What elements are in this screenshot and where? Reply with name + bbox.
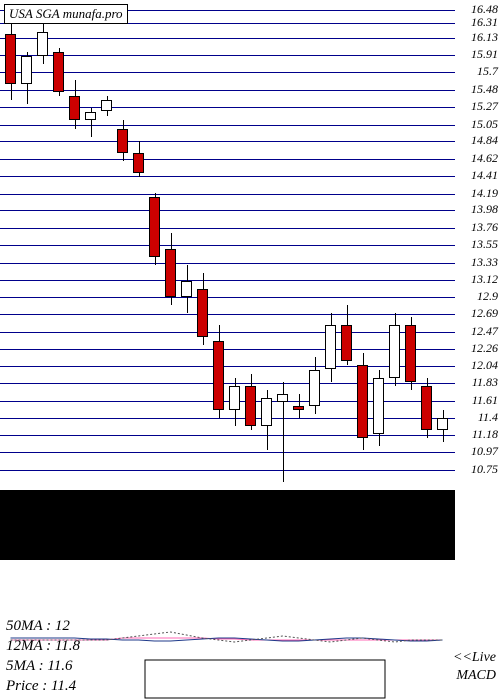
price-level-label: 15.91 (471, 47, 498, 62)
price-level-label: 16.31 (471, 15, 498, 30)
grid-line (0, 159, 455, 160)
candle-body (149, 197, 160, 257)
candle-body (53, 52, 64, 92)
candle-body (133, 153, 144, 173)
candle-body (229, 386, 240, 410)
grid-line (0, 72, 455, 73)
candlestick-chart: USA SGA munafa.pro 16.4816.3116.1315.911… (0, 0, 500, 490)
price-level-label: 15.05 (471, 117, 498, 132)
price-level-label: 12.9 (477, 289, 498, 304)
price-level-label: 14.62 (471, 151, 498, 166)
grid-line (0, 314, 455, 315)
grid-line (0, 90, 455, 91)
candle-body (389, 325, 400, 377)
price-level-label: 12.04 (471, 358, 498, 373)
grid-line (0, 332, 455, 333)
price-level-label: 13.55 (471, 237, 498, 252)
price-level-label: 13.98 (471, 202, 498, 217)
candle-body (69, 96, 80, 120)
grid-line (0, 263, 455, 264)
price-level-label: 13.33 (471, 255, 498, 270)
live-label: <<Live (453, 650, 496, 666)
indicator-lines (0, 490, 500, 700)
ma12-label: 12MA : 11.8 (6, 638, 80, 655)
grid-line (0, 383, 455, 384)
candle-body (5, 34, 16, 85)
candle-body (181, 281, 192, 297)
grid-line (0, 141, 455, 142)
grid-line (0, 38, 455, 39)
candle-body (213, 341, 224, 409)
price-level-label: 11.61 (472, 393, 498, 408)
price-level-label: 12.69 (471, 306, 498, 321)
candle-body (165, 249, 176, 297)
ma50-label: 50MA : 12 (6, 618, 70, 635)
candle-body (357, 365, 368, 437)
grid-line (0, 401, 455, 402)
grid-line (0, 366, 455, 367)
price-level-label: 15.7 (477, 64, 498, 79)
price-level-label: 13.12 (471, 272, 498, 287)
grid-line (0, 55, 455, 56)
candle-body (437, 418, 448, 430)
candle-body (421, 386, 432, 430)
grid-line (0, 125, 455, 126)
macd-label: MACD (456, 668, 496, 684)
price-level-label: 14.41 (471, 168, 498, 183)
price-level-label: 14.19 (471, 186, 498, 201)
price-level-label: 13.76 (471, 220, 498, 235)
price-level-label: 10.75 (471, 462, 498, 477)
candle-body (21, 56, 32, 84)
grid-line (0, 194, 455, 195)
grid-line (0, 245, 455, 246)
grid-line (0, 470, 455, 471)
candle-body (197, 289, 208, 337)
candle-body (261, 398, 272, 426)
candle-body (277, 394, 288, 402)
ma5-label: 5MA : 11.6 (6, 658, 73, 675)
price-level-label: 12.26 (471, 341, 498, 356)
grid-line (0, 349, 455, 350)
grid-line (0, 452, 455, 453)
grid-line (0, 418, 455, 419)
price-level-label: 16.13 (471, 30, 498, 45)
price-level-label: 12.47 (471, 324, 498, 339)
candle-body (85, 112, 96, 120)
price-level-label: 15.48 (471, 82, 498, 97)
price-level-label: 11.83 (472, 375, 498, 390)
price-label: Price : 11.4 (6, 678, 76, 695)
candle-body (117, 129, 128, 153)
candle-body (341, 325, 352, 361)
grid-line (0, 228, 455, 229)
candle-body (37, 32, 48, 56)
grid-line (0, 280, 455, 281)
candle-body (293, 406, 304, 410)
price-level-label: 10.97 (471, 444, 498, 459)
candle-body (309, 370, 320, 406)
candle-body (325, 325, 336, 369)
price-level-label: 15.27 (471, 99, 498, 114)
grid-line (0, 176, 455, 177)
candle-body (245, 386, 256, 426)
grid-line (0, 435, 455, 436)
candle-body (373, 378, 384, 434)
chart-title: USA SGA munafa.pro (4, 4, 128, 24)
price-level-label: 14.84 (471, 133, 498, 148)
price-level-label: 11.4 (478, 410, 498, 425)
grid-line (0, 210, 455, 211)
grid-line (0, 297, 455, 298)
indicator-panel: 50MA : 12 12MA : 11.8 5MA : 11.6 Price :… (0, 490, 500, 700)
price-level-label: 11.18 (472, 427, 498, 442)
candle-body (101, 100, 112, 110)
candle-body (405, 325, 416, 381)
